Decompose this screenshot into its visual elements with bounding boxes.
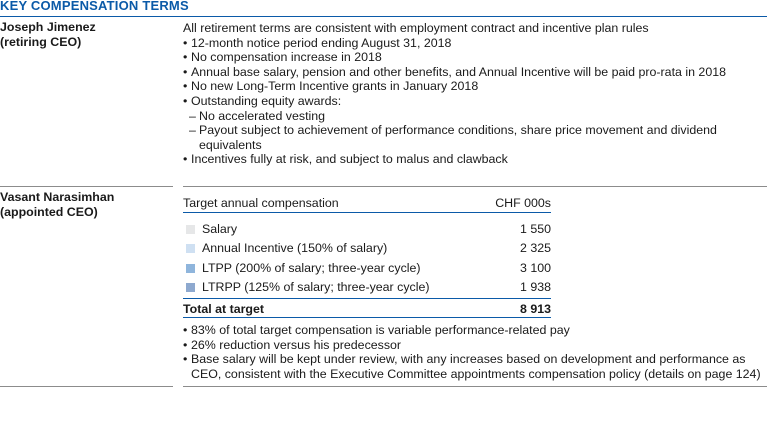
title-rule bbox=[0, 16, 767, 17]
row-label: Salary bbox=[202, 222, 238, 236]
sub-bullet-list: No accelerated vesting Payout subject to… bbox=[183, 109, 767, 153]
bottom-divider-left bbox=[0, 386, 173, 387]
narasimhan-bullet-list: 83% of total target compensation is vari… bbox=[183, 323, 767, 381]
header-unit: CHF 000s bbox=[495, 196, 551, 210]
legend-swatch bbox=[186, 225, 195, 234]
bottom-divider-right bbox=[183, 386, 767, 387]
list-item: 26% reduction versus his predecessor bbox=[183, 338, 767, 353]
row-value: 1 550 bbox=[519, 222, 551, 236]
row-label: Annual Incentive (150% of salary) bbox=[202, 241, 388, 256]
table-row: LTRPP (125% of salary; three-year cycle)… bbox=[183, 277, 551, 296]
legend-swatch bbox=[186, 263, 195, 273]
person-narasimhan: Vasant Narasimhan (appointed CEO) bbox=[0, 190, 170, 220]
section-divider-left bbox=[0, 186, 173, 187]
total-label: Total at target bbox=[183, 302, 265, 317]
legend-swatch bbox=[186, 282, 195, 292]
person-role: (retiring CEO) bbox=[0, 35, 82, 49]
legend-swatch bbox=[186, 244, 195, 254]
intro-text: All retirement terms are consistent with… bbox=[183, 21, 649, 35]
person-name: Joseph Jimenez bbox=[0, 20, 96, 34]
section-divider-right bbox=[183, 186, 767, 187]
table-row: LTPP (200% of salary; three-year cycle) … bbox=[183, 258, 551, 277]
header-rule bbox=[183, 212, 551, 213]
list-item: Annual base salary, pension and other be… bbox=[183, 65, 767, 80]
row-value: 2 325 bbox=[519, 241, 551, 256]
table-header: Target annual compensation CHF 000s bbox=[183, 196, 551, 212]
total-value: 8 913 bbox=[519, 302, 551, 317]
list-item: No compensation increase in 2018 bbox=[183, 50, 767, 65]
total-rule-bottom bbox=[183, 317, 551, 319]
table-row: Salary 1 550 bbox=[183, 219, 551, 238]
sub-list-item: No accelerated vesting bbox=[183, 109, 767, 124]
person-jimenez: Joseph Jimenez (retiring CEO) bbox=[0, 20, 170, 50]
table-row: Annual Incentive (150% of salary) 2 325 bbox=[183, 238, 551, 257]
list-item: Base salary will be kept under review, w… bbox=[183, 352, 767, 381]
row-label: LTPP (200% of salary; three-year cycle) bbox=[202, 260, 421, 275]
row-value: 3 100 bbox=[519, 260, 551, 275]
row-label: LTRPP (125% of salary; three-year cycle) bbox=[202, 279, 430, 294]
compensation-table: Target annual compensation CHF 000s Sala… bbox=[183, 196, 551, 319]
table-total-row: Total at target 8 913 bbox=[183, 299, 551, 317]
row-value: 1 938 bbox=[519, 279, 551, 294]
jimenez-terms: All retirement terms are consistent with… bbox=[183, 21, 767, 167]
sub-list-item: Payout subject to achievement of perform… bbox=[183, 123, 739, 152]
list-item-text: Outstanding equity awards: bbox=[191, 93, 342, 108]
list-item: 12-month notice period ending August 31,… bbox=[183, 36, 767, 51]
list-item: Incentives fully at risk, and subject to… bbox=[183, 152, 767, 167]
jimenez-bullet-list: 12-month notice period ending August 31,… bbox=[183, 36, 767, 167]
list-item: No new Long-Term Incentive grants in Jan… bbox=[183, 79, 767, 94]
person-name: Vasant Narasimhan bbox=[0, 190, 115, 204]
list-item: Outstanding equity awards: No accelerate… bbox=[183, 94, 767, 152]
person-role: (appointed CEO) bbox=[0, 205, 98, 219]
header-label: Target annual compensation bbox=[183, 196, 339, 210]
page-title: KEY COMPENSATION TERMS bbox=[0, 0, 189, 13]
total-rule-top bbox=[183, 298, 551, 300]
list-item: 83% of total target compensation is vari… bbox=[183, 323, 767, 338]
narasimhan-notes: 83% of total target compensation is vari… bbox=[183, 323, 767, 381]
